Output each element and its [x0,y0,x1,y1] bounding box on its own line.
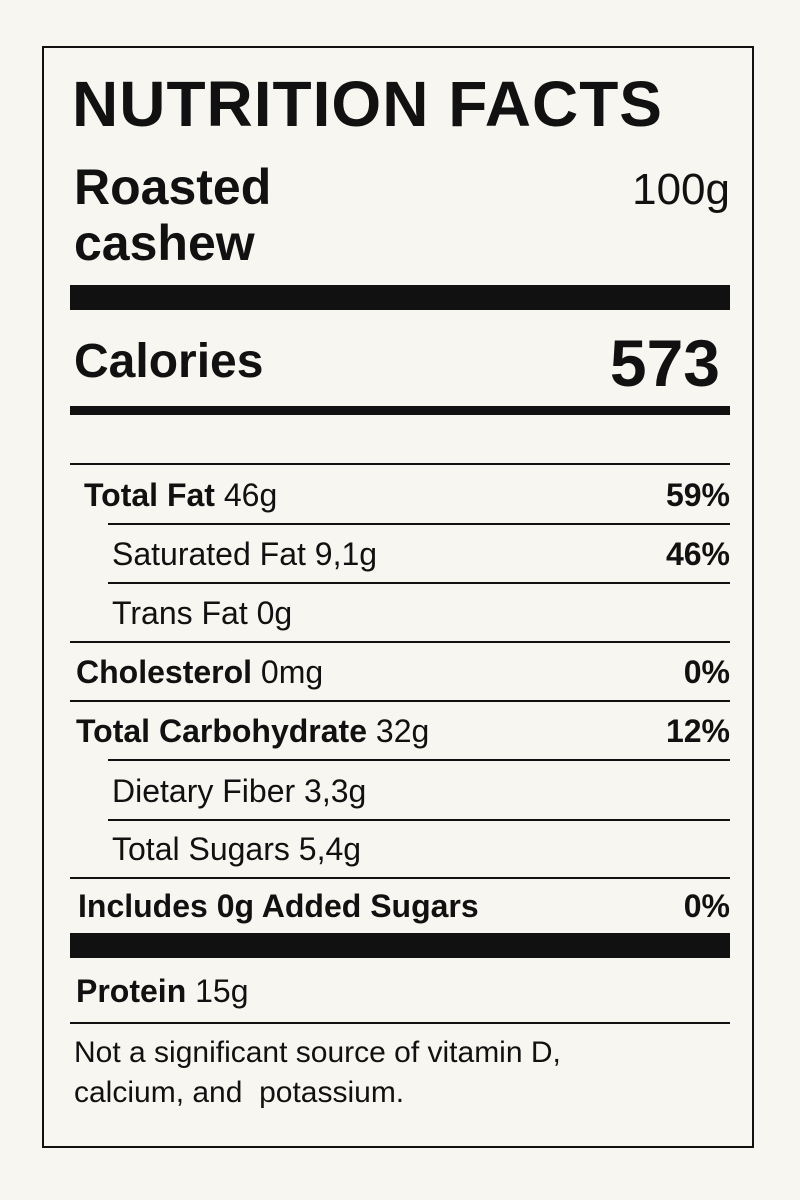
product-name: Roasted [74,159,272,215]
divider [108,759,730,761]
nutrient-row: Trans Fat 0g [0,595,800,635]
nutrient-amount: 3,3g [304,773,367,809]
nutrient-row: Dietary Fiber 3,3g [0,773,800,813]
divider [70,1022,730,1024]
nutrient-amount: 0mg [260,654,324,690]
nutrient-text: Saturated Fat 9,1g [112,536,377,573]
nutrient-amount: 5,4g [298,831,362,867]
nutrient-name: Cholesterol [76,654,253,690]
nutrient-amount: 9,1g [314,536,378,572]
divider [70,877,730,879]
divider [108,819,730,821]
label-border [42,46,754,1148]
nutrient-text: Total Carbohydrate 32g [76,713,429,750]
protein-amount: 15g [195,973,249,1009]
serving-size: 100g [632,165,730,214]
nutrient-name: Total Carbohydrate [76,713,367,749]
thick-rule [70,933,730,958]
protein-row: Protein 15g [76,975,249,1007]
divider [108,523,730,525]
nutrient-text: Total Fat 46g [84,477,277,514]
nutrient-name: Dietary Fiber [112,773,296,809]
daily-value: 12% [665,713,730,749]
calories-label: Calories [74,335,264,388]
nutrient-text: Cholesterol 0mg [76,654,323,691]
nutrient-row: Total Carbohydrate 32g 12% [0,713,800,753]
divider [70,463,730,465]
daily-value: 59% [665,477,730,513]
nutrient-row: Total Fat 46g 59% [0,477,800,517]
nutrient-row: Total Sugars 5,4g [0,831,800,871]
nutrient-name: Total Fat [84,477,215,513]
nutrient-name: Saturated Fat [112,536,306,572]
daily-value: 46% [665,536,730,572]
nutrient-text: Includes 0g Added Sugars [78,888,479,925]
nutrient-amount: 46g [223,477,278,513]
nutrient-row: Cholesterol 0mg 0% [0,654,800,694]
daily-value: 0% [683,654,730,690]
protein-label: Protein [76,973,187,1009]
thick-rule [70,285,730,310]
nutrient-text: Total Sugars 5,4g [112,831,361,868]
nutrient-name: Includes 0g Added Sugars [78,888,479,924]
nutrient-name: Total Sugars [112,831,290,867]
nutrient-row: Saturated Fat 9,1g 46% [0,536,800,576]
nutrient-amount: 32g [375,713,430,749]
nutrient-name: Trans Fat [112,595,248,631]
daily-value: 0% [683,888,730,924]
calories-value: 573 [609,326,720,400]
nutrient-text: Dietary Fiber 3,3g [112,773,366,810]
nutrient-row: Includes 0g Added Sugars 0% [0,888,800,928]
nutrient-amount: 0g [256,595,293,631]
product-name: cashew [74,215,255,271]
divider [108,582,730,584]
divider [70,700,730,702]
title: NUTRITION FACTS [72,68,663,140]
medium-rule [70,406,730,415]
nutrient-text: Trans Fat 0g [112,595,292,632]
divider [70,641,730,643]
footnote: calcium, and potassium. [74,1076,405,1109]
footnote: Not a significant source of vitamin D, [74,1036,561,1069]
